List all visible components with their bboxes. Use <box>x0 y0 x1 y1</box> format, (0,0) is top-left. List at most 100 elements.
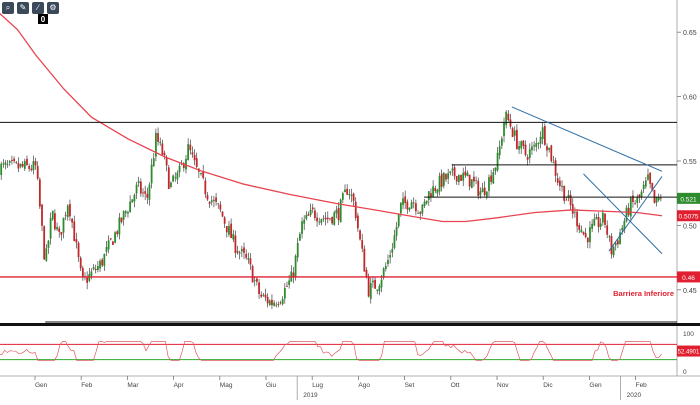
candle-body <box>430 193 432 198</box>
x-tick-label: Gen <box>35 382 48 389</box>
candle-body <box>636 197 639 203</box>
candle-body <box>19 163 22 167</box>
candle-body <box>468 174 471 187</box>
candle-body <box>498 146 501 156</box>
candle-body <box>195 158 198 167</box>
candle-body <box>249 258 252 265</box>
zoom-icon[interactable]: ⌕ <box>2 2 14 14</box>
candle-body <box>563 185 566 201</box>
candle-body <box>271 299 273 306</box>
candle-body <box>60 231 63 235</box>
candle-body <box>301 221 303 234</box>
candle-body <box>62 217 65 233</box>
candle-body <box>139 181 142 194</box>
candle-body <box>509 119 512 127</box>
candle-body <box>303 219 306 224</box>
candle-body <box>256 278 258 282</box>
candle-body <box>172 175 174 182</box>
candle-body <box>574 211 576 213</box>
candle-body <box>601 212 604 223</box>
chart-toolbar: ⌕ ✎ ∕ ⚙ <box>2 2 59 14</box>
candle-body <box>124 211 127 214</box>
draw-tool-icon[interactable]: ∕ <box>32 2 44 14</box>
candle-body <box>146 193 149 198</box>
candle-body <box>617 240 619 245</box>
candle-body <box>354 201 357 219</box>
candle-body <box>481 188 484 193</box>
candle-body <box>485 191 488 197</box>
candle-body <box>296 242 299 258</box>
candle-body <box>382 268 385 278</box>
candle-body <box>223 217 226 224</box>
candle-body <box>569 194 572 206</box>
candle-body <box>539 136 542 144</box>
candle-body <box>150 164 153 184</box>
candle-body <box>558 180 561 187</box>
candle-body <box>561 185 563 187</box>
candle-body <box>442 172 445 186</box>
candle-body <box>260 294 263 297</box>
candle-body <box>178 165 181 173</box>
candle-body <box>410 202 413 209</box>
candle-body <box>464 171 467 176</box>
candle-body <box>425 200 428 204</box>
pencil-icon[interactable]: ✎ <box>17 2 29 14</box>
candle-body <box>580 229 583 233</box>
candle-body <box>200 172 202 175</box>
candle-body <box>395 226 398 236</box>
candle-body <box>597 217 600 228</box>
candle-body <box>314 210 316 218</box>
candle-body <box>604 213 606 225</box>
candle-body <box>447 173 450 179</box>
candle-body <box>449 171 452 174</box>
candle-body <box>647 174 649 180</box>
candle-body <box>148 184 151 200</box>
candle-body <box>339 199 342 223</box>
price-tag-bg <box>677 271 700 283</box>
candle-body <box>389 255 392 258</box>
candle-body <box>348 194 351 196</box>
candle-body <box>593 218 596 226</box>
candle-body <box>94 268 97 271</box>
candle-body <box>543 126 546 145</box>
candle-body <box>582 231 585 235</box>
candle-body <box>341 193 344 200</box>
candle-body <box>455 175 458 182</box>
candle-body <box>473 176 475 182</box>
candle-body <box>556 178 559 183</box>
candle-body <box>215 197 217 202</box>
candle-body <box>621 227 624 231</box>
candle-body <box>415 203 417 212</box>
alert-count-badge[interactable]: 0 <box>38 14 48 24</box>
candle-body <box>653 189 656 203</box>
x-tick-label: Feb <box>81 382 93 389</box>
candle-body <box>73 221 76 242</box>
gear-icon[interactable]: ⚙ <box>47 2 59 14</box>
candle-body <box>393 235 396 249</box>
candle-body <box>116 231 119 235</box>
candle-body <box>163 152 166 156</box>
candle-body <box>378 286 381 292</box>
candle-body <box>492 172 495 184</box>
candle-body <box>552 162 555 163</box>
candle-body <box>243 247 245 253</box>
candle-body <box>298 234 301 241</box>
candle-body <box>187 144 190 161</box>
candle-body <box>470 179 473 189</box>
candle-body <box>230 223 233 238</box>
candle-body <box>548 147 551 150</box>
candle-body <box>387 260 389 265</box>
candle-body <box>30 168 33 171</box>
candle-body <box>219 204 222 210</box>
candle-body <box>225 226 228 233</box>
candle-body <box>79 257 82 269</box>
candle-body <box>322 218 325 220</box>
candle-body <box>288 280 291 285</box>
candle-body <box>518 146 520 150</box>
candle-body <box>103 253 106 266</box>
candle-body <box>324 217 327 220</box>
candle-body <box>591 223 594 229</box>
candle-body <box>417 212 419 214</box>
candle-body <box>346 188 349 195</box>
